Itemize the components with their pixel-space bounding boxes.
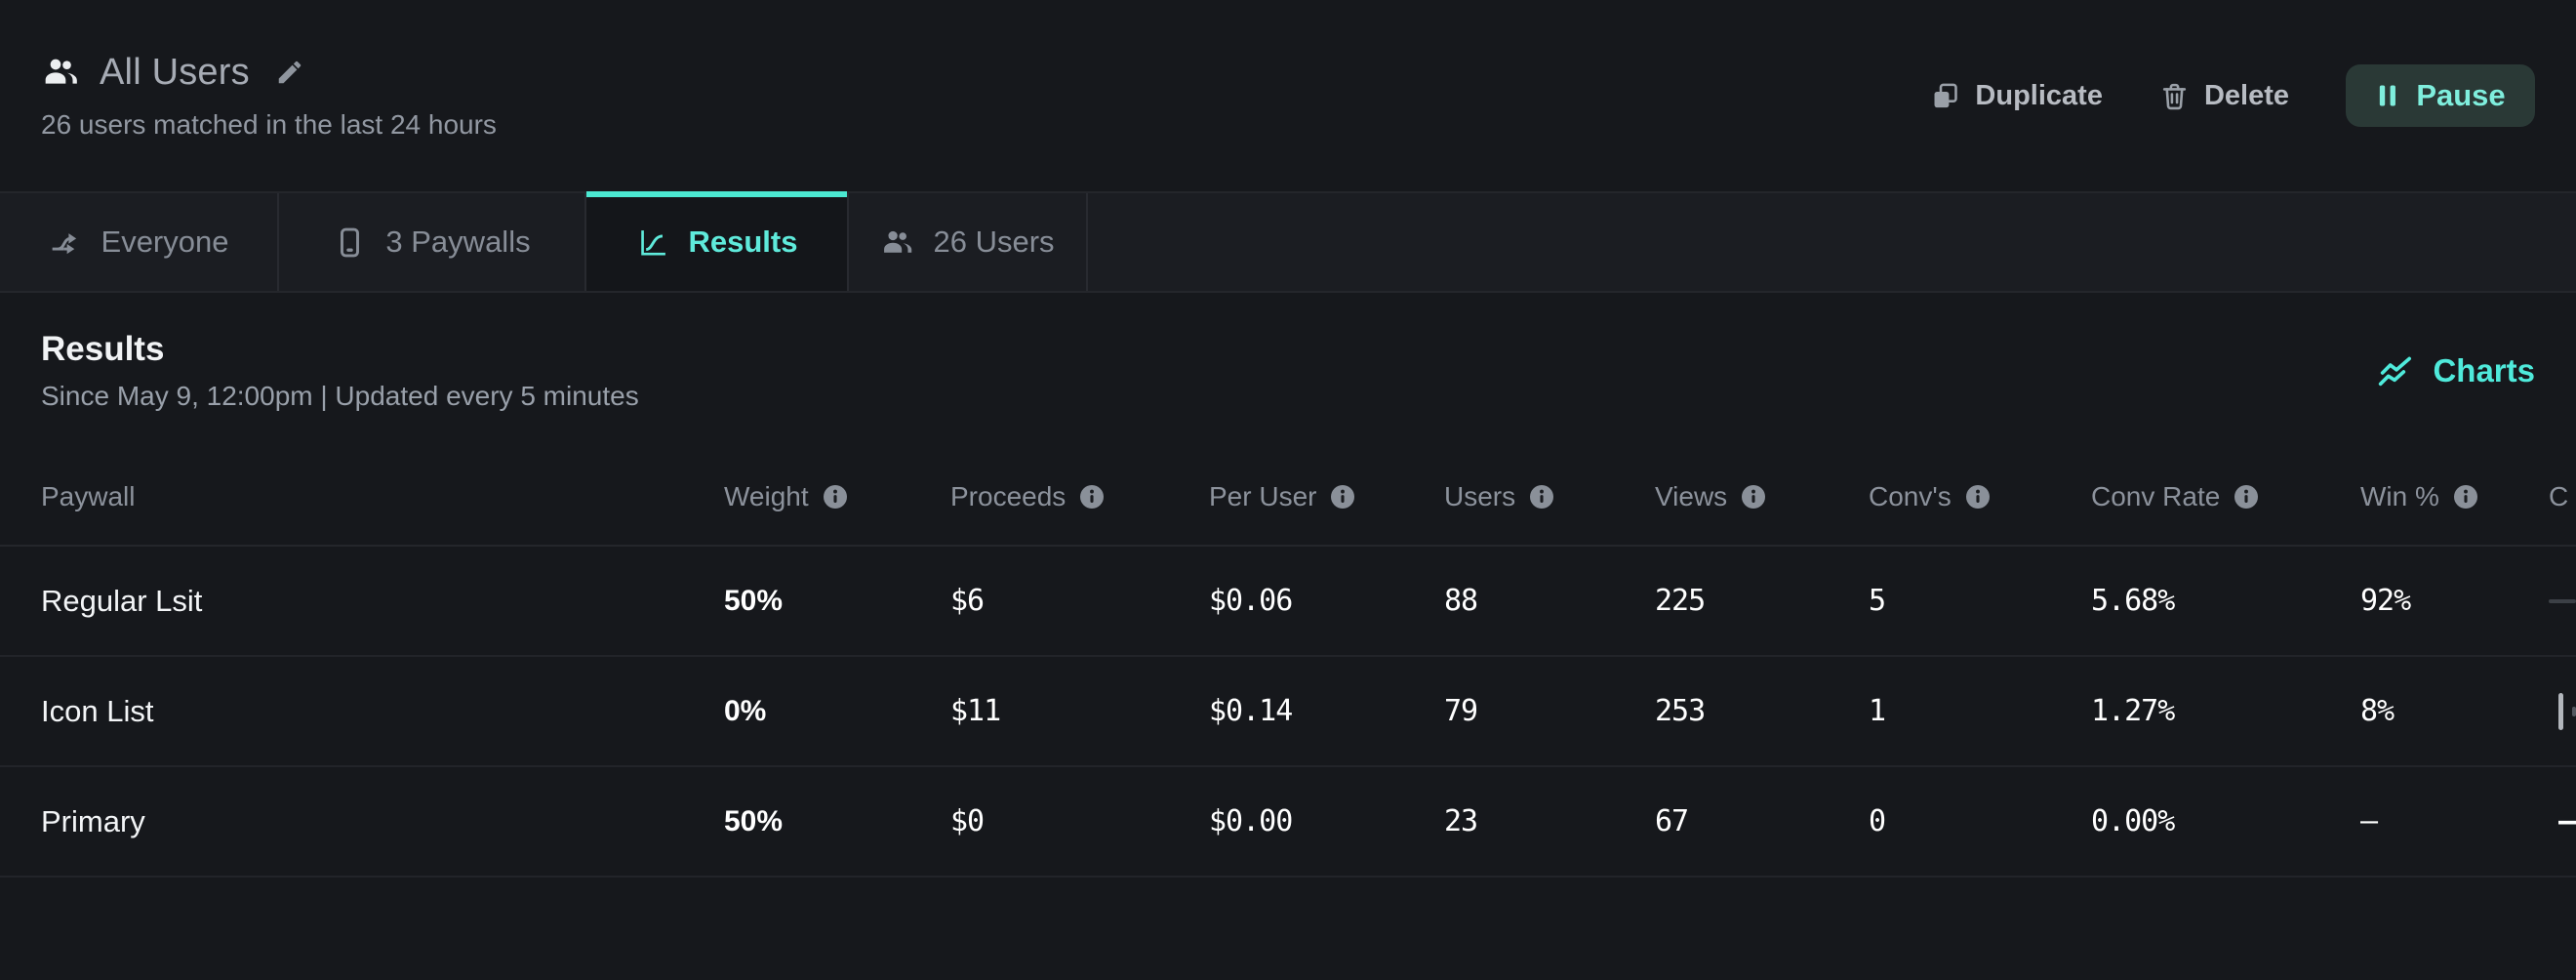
tab-users-label: 26 Users xyxy=(933,225,1055,259)
duplicate-button[interactable]: Duplicate xyxy=(1930,80,2103,112)
matched-users-subtitle: 26 users matched in the last 24 hours xyxy=(41,108,497,140)
header-title-block: All Users 26 users matched in the last 2… xyxy=(41,52,497,141)
trash-icon xyxy=(2162,83,2187,109)
tab-bar-filler xyxy=(1088,193,2576,291)
pause-button[interactable]: Pause xyxy=(2346,64,2535,127)
info-icon[interactable] xyxy=(1965,485,1990,509)
col-weight: Weight xyxy=(724,481,950,512)
phone-icon xyxy=(341,227,360,257)
users-icon xyxy=(45,59,77,84)
cell-conv-rate: 1.27% xyxy=(2091,694,2175,728)
cell-convs: 1 xyxy=(1869,694,1886,728)
cell-convs: 5 xyxy=(1869,584,1886,618)
col-conv-rate: Conv Rate xyxy=(2091,481,2360,512)
results-table: Paywall Weight Proceeds Per User Users V… xyxy=(0,449,2576,878)
tab-paywalls-label: 3 Paywalls xyxy=(385,225,531,259)
cell-conv-rate: 0.00% xyxy=(2091,804,2175,838)
cell-paywall: Icon List xyxy=(41,693,154,728)
info-icon[interactable] xyxy=(2453,485,2477,509)
cell-weight: 0% xyxy=(724,694,767,727)
duplicate-label: Duplicate xyxy=(1975,79,2103,111)
page-header: All Users 26 users matched in the last 2… xyxy=(0,0,2576,191)
trend-lines-icon xyxy=(2379,356,2412,387)
cell-confidence-clipped xyxy=(2549,657,2576,765)
split-arrow-icon xyxy=(52,232,76,254)
cell-convs: 0 xyxy=(1869,804,1886,838)
page-title: All Users xyxy=(100,51,250,93)
cell-win: 92% xyxy=(2360,584,2411,618)
pause-label: Pause xyxy=(2416,78,2506,112)
results-updated-subtitle: Since May 9, 12:00pm | Updated every 5 m… xyxy=(41,381,639,411)
duplicate-icon xyxy=(1934,83,1958,107)
info-icon[interactable] xyxy=(1530,485,1554,509)
col-win: Win % xyxy=(2360,481,2549,512)
cell-proceeds: $6 xyxy=(950,584,985,618)
col-proceeds: Proceeds xyxy=(950,481,1209,512)
cell-confidence-clipped xyxy=(2549,547,2576,655)
charts-label: Charts xyxy=(2433,352,2535,388)
pencil-icon xyxy=(278,61,302,84)
header-actions: Duplicate Delete Pause xyxy=(1930,64,2535,127)
cell-paywall: Regular Lsit xyxy=(41,583,203,618)
results-title-block: Results Since May 9, 12:00pm | Updated e… xyxy=(41,330,639,412)
col-users: Users xyxy=(1444,481,1655,512)
cell-views: 253 xyxy=(1655,694,1706,728)
cell-per-user: $0.00 xyxy=(1209,804,1293,838)
cell-users: 88 xyxy=(1444,584,1478,618)
confidence-bar-fragment xyxy=(2549,598,2576,603)
chart-curve-icon xyxy=(640,229,665,255)
paywall-row[interactable]: Regular Lsit 50% $6 $0.06 88 225 5 5.68%… xyxy=(0,547,2576,657)
cell-proceeds: $0 xyxy=(950,804,985,838)
users-icon xyxy=(884,230,912,253)
paywall-row[interactable]: Icon List 0% $11 $0.14 79 253 1 1.27% 8% xyxy=(0,657,2576,767)
paywall-row[interactable]: Primary 50% $0 $0.00 23 67 0 0.00% – – xyxy=(0,767,2576,878)
pause-icon xyxy=(2380,85,2396,106)
confidence-dot-fragment xyxy=(2572,706,2576,716)
cell-weight: 50% xyxy=(724,584,784,617)
cell-conv-rate: 5.68% xyxy=(2091,584,2175,618)
cell-per-user: $0.06 xyxy=(1209,584,1293,618)
cell-views: 225 xyxy=(1655,584,1706,618)
cell-win: 8% xyxy=(2360,694,2395,728)
cell-per-user: $0.14 xyxy=(1209,694,1293,728)
info-icon[interactable] xyxy=(1080,485,1105,509)
col-paywall: Paywall xyxy=(41,481,136,511)
results-title: Results xyxy=(41,330,165,368)
col-confidence-clipped: C xyxy=(2549,481,2569,511)
tab-users[interactable]: 26 Users xyxy=(849,193,1088,291)
edit-title-button[interactable] xyxy=(275,58,304,87)
cell-users: 79 xyxy=(1444,694,1478,728)
tab-everyone-label: Everyone xyxy=(101,225,229,259)
delete-button[interactable]: Delete xyxy=(2159,80,2289,112)
info-icon[interactable] xyxy=(1331,485,1355,509)
delete-label: Delete xyxy=(2203,79,2289,111)
info-icon[interactable] xyxy=(2234,485,2259,509)
confidence-pill-fragment xyxy=(2558,692,2564,730)
cell-win: – xyxy=(2360,804,2378,838)
cell-paywall: Primary xyxy=(41,803,145,838)
charts-button[interactable]: Charts xyxy=(2376,351,2535,390)
col-per-user: Per User xyxy=(1209,481,1444,512)
confidence-dash: – xyxy=(2558,804,2576,838)
tab-results-label: Results xyxy=(688,225,798,259)
tab-bar: Everyone 3 Paywalls Results 26 Users xyxy=(0,191,2576,293)
tab-results[interactable]: Results xyxy=(586,191,849,291)
col-views: Views xyxy=(1655,481,1869,512)
tab-everyone[interactable]: Everyone xyxy=(0,193,279,291)
info-icon[interactable] xyxy=(823,485,847,509)
cell-views: 67 xyxy=(1655,804,1689,838)
cell-confidence-clipped: – xyxy=(2549,767,2576,876)
info-icon[interactable] xyxy=(1742,485,1766,509)
col-convs: Conv's xyxy=(1869,481,2091,512)
cell-weight: 50% xyxy=(724,804,784,837)
results-section-header: Results Since May 9, 12:00pm | Updated e… xyxy=(0,293,2576,449)
tab-paywalls[interactable]: 3 Paywalls xyxy=(279,193,586,291)
table-header-row: Paywall Weight Proceeds Per User Users V… xyxy=(0,449,2576,547)
cell-users: 23 xyxy=(1444,804,1478,838)
cell-proceeds: $11 xyxy=(950,694,1001,728)
